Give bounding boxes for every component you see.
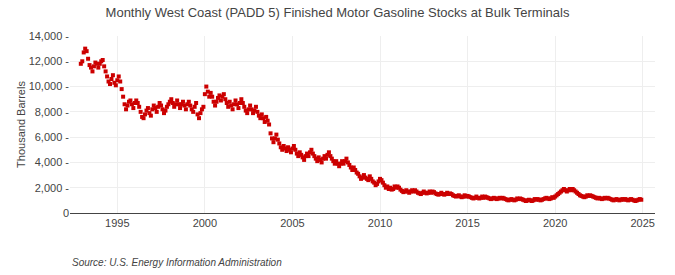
svg-text:Monthly West Coast (PADD 5) Fi: Monthly West Coast (PADD 5) Finished Mot… <box>106 5 570 20</box>
svg-text:14,000 -: 14,000 - <box>29 30 70 42</box>
svg-text:8,000 -: 8,000 - <box>35 106 70 118</box>
svg-text:2,000 -: 2,000 - <box>35 182 70 194</box>
svg-text:Source: U.S. Energy Informatio: Source: U.S. Energy Information Administ… <box>72 257 282 268</box>
svg-text:2020: 2020 <box>543 217 567 229</box>
svg-text:2000: 2000 <box>193 217 217 229</box>
svg-text:12,000 -: 12,000 - <box>29 55 70 67</box>
svg-text:6,000 -: 6,000 - <box>35 131 70 143</box>
svg-text:2010: 2010 <box>368 217 392 229</box>
svg-text:Thousand Barrels: Thousand Barrels <box>15 81 27 168</box>
svg-text:2025: 2025 <box>630 217 654 229</box>
svg-text:2005: 2005 <box>280 217 304 229</box>
svg-text:4,000 -: 4,000 - <box>35 156 70 168</box>
svg-text:10,000 -: 10,000 - <box>29 80 70 92</box>
svg-text:0: 0 <box>63 207 69 219</box>
svg-text:2015: 2015 <box>455 217 479 229</box>
svg-text:1995: 1995 <box>105 217 129 229</box>
